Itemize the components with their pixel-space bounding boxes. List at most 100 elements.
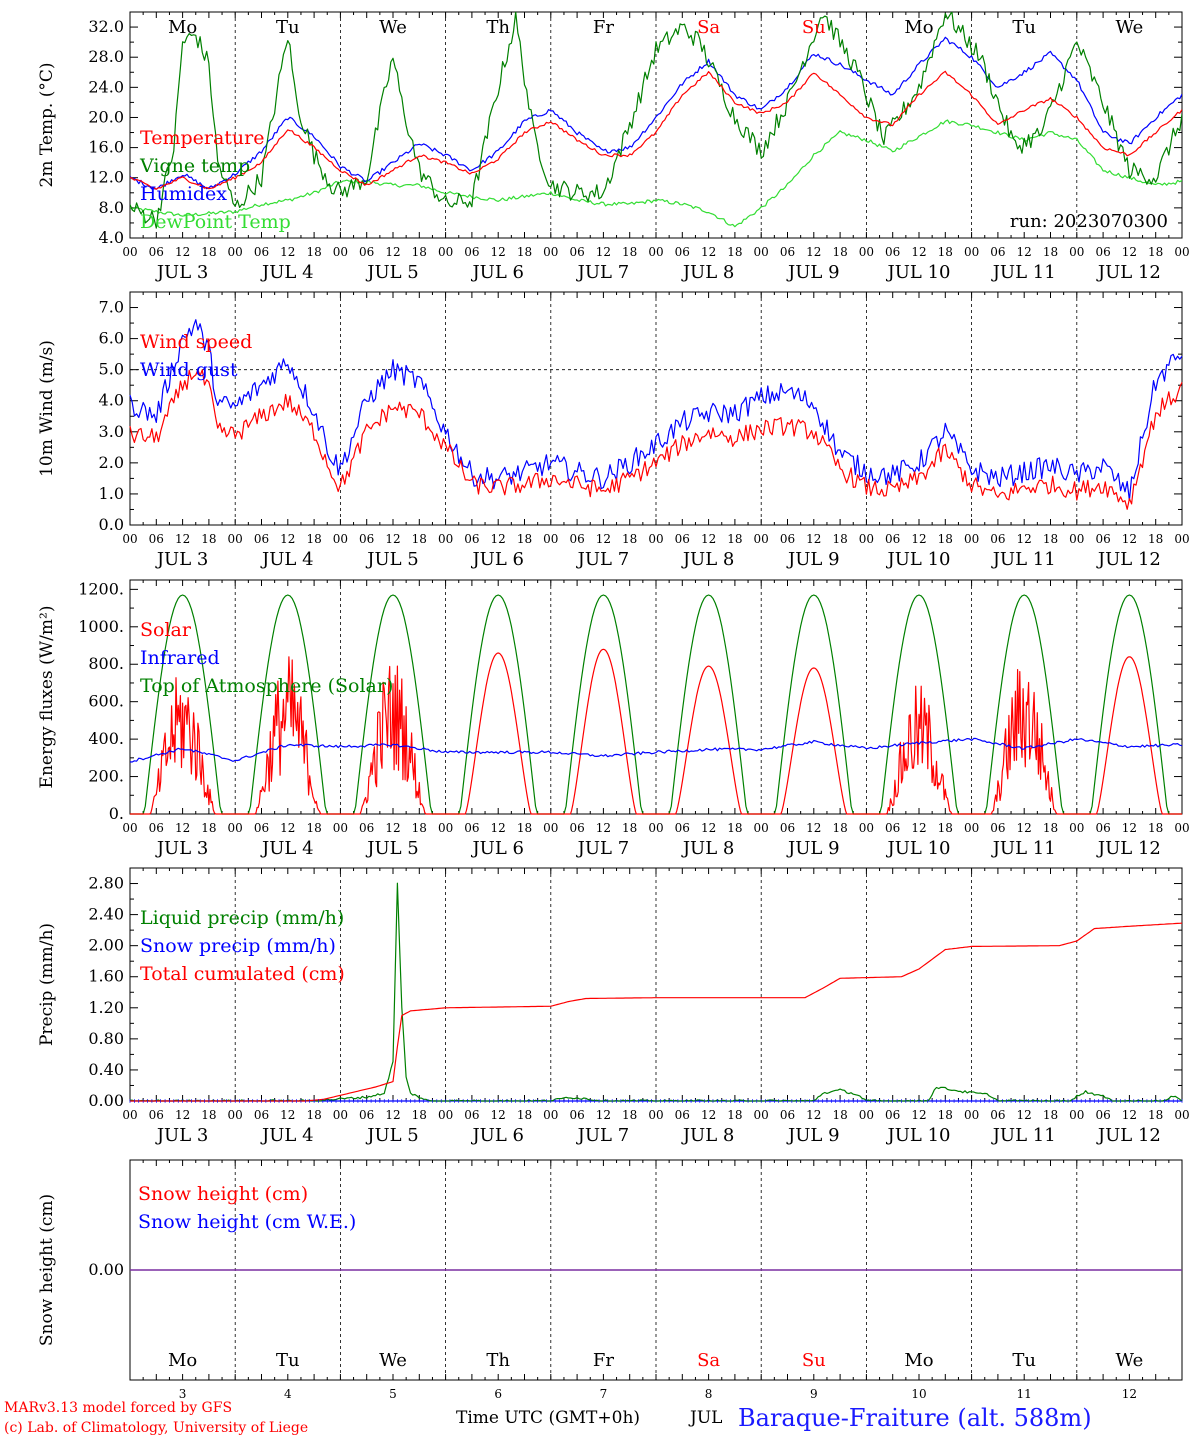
hour-tick-label: 06	[569, 821, 584, 835]
date-label: JUL 12	[1096, 1125, 1161, 1146]
legend-entry: Temperature	[140, 127, 264, 149]
hour-tick-label: 18	[306, 821, 321, 835]
legend-entry: Vigne temp	[139, 155, 250, 177]
hour-tick-label: 06	[990, 532, 1005, 546]
hour-tick-label: 12	[175, 821, 190, 835]
hour-tick-label: 12	[1122, 1108, 1137, 1122]
hour-tick-label: 12	[1122, 532, 1137, 546]
hour-tick-label: 18	[517, 821, 532, 835]
y-tick-label: 1200.	[78, 579, 124, 598]
day-name: We	[1116, 1350, 1144, 1371]
y-tick-label: 800.	[88, 654, 124, 673]
hour-tick-label: 18	[622, 532, 637, 546]
day-name: Tu	[1012, 1350, 1036, 1371]
day-name: We	[379, 17, 407, 38]
hour-tick-label: 18	[938, 532, 953, 546]
panel-4: 0.00 0.40 0.80 1.20 1.60 2.00 2.40 2.80 Precip (…	[37, 867, 1190, 1146]
hour-tick-label: 18	[1148, 532, 1163, 546]
legend-entry: Snow precip (mm/h)	[140, 935, 336, 957]
hour-tick-label: 00	[1069, 1108, 1084, 1122]
hour-tick-label: 18	[517, 245, 532, 259]
panel-2: 0.0 1.0 2.0 3.0 4.0 5.0 6.0 7.0 10m Wind (m/s) 00…	[37, 291, 1190, 570]
y-tick-label: 0.00	[88, 1091, 124, 1110]
hour-tick-label: 06	[675, 245, 690, 259]
hour-tick-label: 18	[412, 821, 427, 835]
date-label: JUL 5	[365, 549, 419, 570]
date-label: JUL 7	[576, 549, 630, 570]
hour-tick-label: 12	[385, 532, 400, 546]
hour-tick-label: 00	[122, 532, 137, 546]
hour-tick-label: 12	[596, 1108, 611, 1122]
hour-tick-label: 06	[1095, 245, 1110, 259]
y-axis-title: 2m Temp. (°C)	[37, 62, 57, 187]
hour-tick-label: 18	[412, 532, 427, 546]
y-tick-label: 7.0	[99, 298, 124, 317]
date-label: JUL 12	[1096, 262, 1161, 283]
hour-tick-label: 18	[1043, 532, 1058, 546]
hour-tick-label: 18	[201, 245, 216, 259]
date-label: JUL 9	[786, 262, 840, 283]
hour-tick-label: 18	[727, 821, 742, 835]
hour-tick-label: 18	[1043, 1108, 1058, 1122]
hour-tick-label: 12	[806, 1108, 821, 1122]
hour-tick-label: 00	[543, 821, 558, 835]
date-label: JUL 11	[991, 262, 1056, 283]
hour-tick-label: 12	[175, 532, 190, 546]
hour-tick-label: 12	[911, 245, 926, 259]
y-tick-label: 8.0	[99, 198, 124, 217]
series-humidex	[130, 36, 1182, 190]
hour-tick-label: 06	[149, 245, 164, 259]
run-label: run: 2023070300	[1010, 211, 1168, 232]
y-tick-label: 5.0	[99, 360, 124, 379]
hour-tick-label: 00	[228, 532, 243, 546]
hour-tick-label: 06	[990, 1108, 1005, 1122]
day-name: Tu	[276, 17, 300, 38]
hour-tick-label: 12	[175, 245, 190, 259]
hour-tick-label: 18	[201, 532, 216, 546]
hour-tick-label: 12	[1122, 245, 1137, 259]
y-tick-label: 20.0	[88, 107, 124, 126]
hour-tick-label: 00	[754, 821, 769, 835]
series-solar	[130, 648, 1182, 815]
hour-tick-label: 00	[754, 245, 769, 259]
date-label: JUL 6	[470, 262, 524, 283]
hour-tick-label: 06	[780, 532, 795, 546]
hour-tick-label: 00	[333, 245, 348, 259]
y-tick-label: 16.0	[88, 138, 124, 157]
date-label: JUL 12	[1096, 838, 1161, 859]
hour-tick-label: 12	[806, 245, 821, 259]
hour-tick-label: 12	[491, 821, 506, 835]
hour-tick-label: 12	[1122, 821, 1137, 835]
date-label: JUL 8	[681, 262, 735, 283]
legend-entry: Total cumulated (cm)	[140, 963, 345, 985]
legend-entry: Humidex	[140, 183, 227, 205]
hour-tick-label: 18	[201, 821, 216, 835]
hour-tick-label: 00	[1069, 532, 1084, 546]
hour-tick-label: 06	[885, 821, 900, 835]
day-number: 11	[1017, 1387, 1032, 1401]
hour-tick-label: 00	[438, 532, 453, 546]
hour-tick-label: 12	[911, 1108, 926, 1122]
credit-line-1: MARv3.13 model forced by GFS	[4, 1400, 233, 1416]
day-number: 9	[810, 1387, 818, 1401]
day-name: Mo	[904, 1350, 933, 1371]
hour-tick-label: 12	[491, 532, 506, 546]
hour-tick-label: 18	[517, 532, 532, 546]
y-tick-label: 28.0	[88, 47, 124, 66]
day-name: Su	[802, 1350, 826, 1371]
day-name: We	[1116, 17, 1144, 38]
date-label: JUL 9	[786, 838, 840, 859]
day-name: Sa	[697, 1350, 720, 1371]
y-tick-label: 4.0	[99, 228, 124, 247]
hour-tick-label: 06	[675, 1108, 690, 1122]
time-axis-month: JUL	[690, 1408, 723, 1428]
hour-tick-label: 06	[149, 1108, 164, 1122]
hour-tick-label: 18	[517, 1108, 532, 1122]
hour-tick-label: 00	[859, 245, 874, 259]
date-label: JUL 8	[681, 549, 735, 570]
hour-tick-label: 12	[1017, 821, 1032, 835]
hour-tick-label: 18	[1148, 245, 1163, 259]
y-tick-label: 12.0	[88, 168, 124, 187]
hour-tick-label: 00	[333, 1108, 348, 1122]
hour-tick-label: 18	[938, 245, 953, 259]
